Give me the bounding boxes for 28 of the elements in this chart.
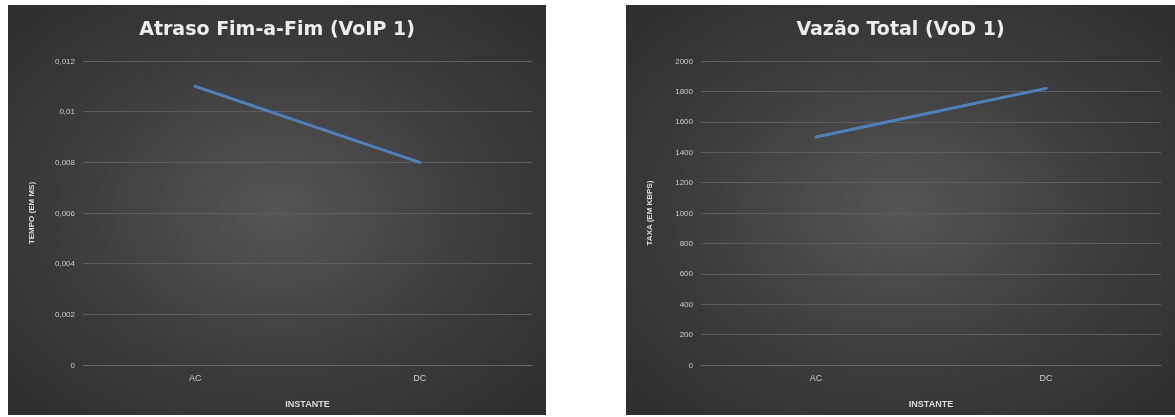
x-tick-label: DC — [413, 372, 427, 383]
y-tick-label: 1400 — [675, 147, 694, 157]
y-tick-label: 0,006 — [54, 208, 76, 218]
x-axis-title: INSTANTE — [908, 398, 954, 409]
x-tick-label: AC — [809, 372, 823, 383]
y-tick-label: 200 — [679, 330, 694, 340]
x-tick-label: DC — [1039, 372, 1053, 383]
y-tick-label: 400 — [679, 299, 694, 309]
chart-title: Atraso Fim-a-Fim (VoIP 1) — [139, 16, 415, 39]
y-tick-label: 1000 — [675, 208, 694, 218]
y-tick-label: 1800 — [675, 86, 694, 96]
y-tick-label: 0,01 — [59, 107, 76, 117]
x-tick-label: AC — [188, 372, 202, 383]
y-tick-label: 0,012 — [54, 56, 76, 66]
y-tick-label: 0 — [688, 360, 694, 370]
y-tick-label: 0,004 — [54, 259, 76, 269]
y-tick-label: 1200 — [675, 178, 694, 188]
y-axis-title: TAXA (EM KBPS) — [644, 180, 654, 246]
y-tick-label: 600 — [679, 269, 694, 279]
y-axis-title: TEMPO (EM MS) — [26, 181, 36, 245]
y-tick-label: 0,008 — [54, 157, 76, 167]
y-tick-label: 0 — [70, 360, 76, 370]
chart-title: Vazão Total (VoD 1) — [796, 16, 1005, 39]
x-axis-title: INSTANTE — [285, 398, 330, 409]
y-tick-label: 2000 — [675, 56, 694, 66]
y-tick-label: 1600 — [675, 117, 694, 127]
y-tick-label: 800 — [679, 238, 694, 248]
y-tick-label: 0,002 — [54, 309, 76, 319]
